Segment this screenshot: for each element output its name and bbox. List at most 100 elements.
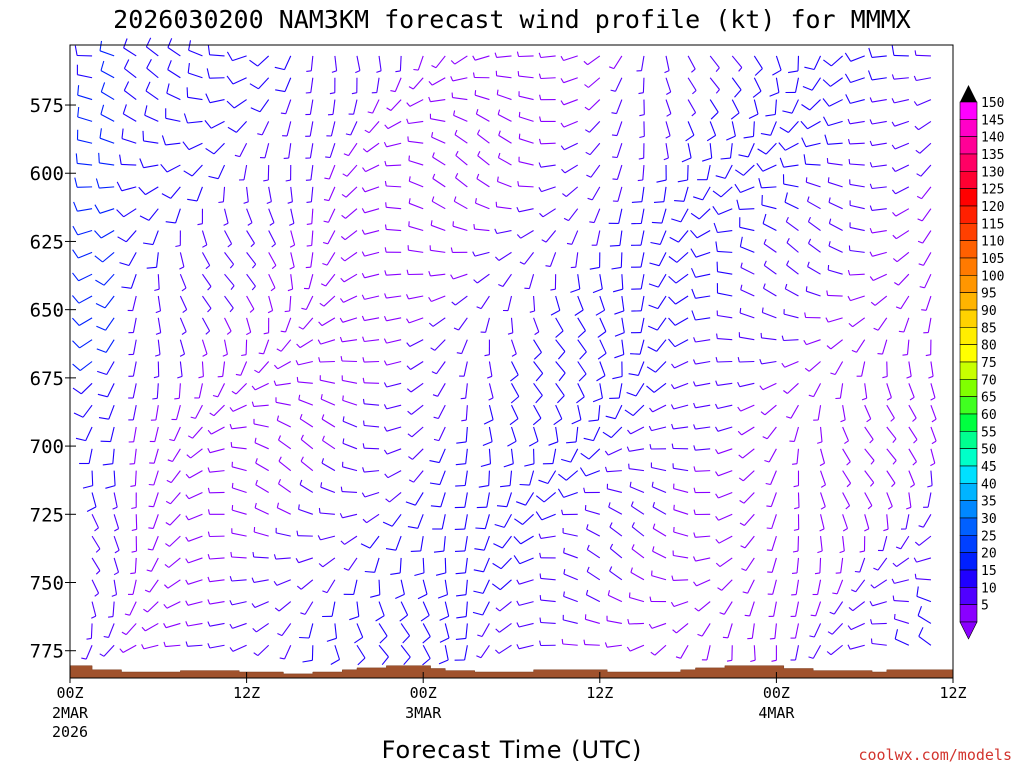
wind-barb-flag — [198, 375, 204, 379]
wind-barb-flag — [583, 487, 586, 493]
wind-barb-shaft — [894, 99, 909, 104]
wind-barb-flag — [103, 635, 109, 638]
wind-barb-flag — [472, 251, 476, 257]
wind-barb-flag — [207, 487, 211, 493]
wind-barb-shaft — [729, 143, 733, 159]
wind-barb-flag — [298, 394, 301, 400]
wind-barb-shaft — [461, 339, 468, 354]
wind-barb-flag — [405, 501, 416, 506]
wind-barb-shaft — [300, 579, 314, 590]
wind-barb-shaft — [334, 55, 338, 71]
wind-barb-flag — [277, 435, 282, 441]
wind-barb-shaft — [774, 623, 777, 639]
wind-barb-shaft — [586, 549, 601, 559]
wind-barb-shaft — [673, 601, 689, 608]
colorbar-label: 85 — [981, 321, 997, 336]
wind-barb-flag — [456, 441, 467, 444]
wind-barb-flag — [175, 244, 181, 248]
wind-barb-flag — [693, 487, 696, 493]
wind-barb-shaft — [246, 230, 255, 244]
wind-barb-flag — [626, 646, 631, 652]
wind-barb-shaft — [586, 528, 601, 537]
wind-barb-flag — [340, 356, 343, 362]
wind-barb-shaft — [153, 492, 159, 507]
wind-barb-shaft — [224, 273, 235, 287]
wind-barb-shaft — [680, 644, 689, 659]
wind-barb-flag — [614, 310, 625, 315]
wind-barb-shaft — [794, 77, 800, 93]
wind-barb-flag — [386, 107, 392, 111]
wind-barb-shaft — [408, 160, 424, 166]
wind-barb-flag — [390, 90, 396, 93]
wind-barb-shaft — [165, 622, 181, 629]
wind-barb-flag — [285, 179, 291, 182]
wind-barb-shaft — [188, 72, 203, 79]
wind-barb-shaft — [165, 644, 181, 648]
wind-barb-flag — [566, 441, 577, 444]
wind-barb-shaft — [541, 186, 556, 193]
wind-barb-shaft — [134, 557, 137, 573]
wind-barb-flag — [561, 509, 564, 515]
wind-barb-flag — [716, 333, 718, 339]
wind-barb-flag — [402, 635, 410, 644]
wind-barb-shaft — [409, 339, 424, 347]
wind-barb-flag — [609, 244, 620, 247]
wind-barb-shaft — [167, 47, 181, 57]
wind-barb-shaft — [787, 382, 799, 394]
wind-barb-shaft — [631, 505, 645, 515]
wind-barb-flag — [95, 279, 105, 286]
wind-barb-shaft — [577, 295, 584, 311]
wind-barb-shaft — [873, 579, 888, 589]
wind-barb-flag — [648, 623, 653, 629]
wind-barb-flag — [840, 419, 846, 423]
wind-barb-shaft — [831, 623, 844, 635]
wind-barb-shaft — [91, 557, 101, 571]
colorbar-swatch — [959, 534, 978, 553]
wind-barb-flag — [255, 479, 258, 485]
wind-barb-flag — [383, 449, 388, 455]
wind-barb-flag — [692, 90, 697, 95]
wind-barb-shaft — [342, 317, 358, 323]
colorbar-swatch — [959, 240, 978, 259]
wind-barb-shaft — [231, 446, 247, 450]
wind-barb-shaft — [564, 164, 579, 174]
wind-barb-shaft — [640, 295, 645, 311]
wind-barb-flag — [671, 575, 674, 581]
wind-barb-shaft — [796, 557, 800, 573]
wind-barb-shaft — [563, 142, 578, 151]
wind-barb-flag — [666, 113, 672, 117]
wind-barb-flag — [477, 129, 481, 135]
wind-barb-shaft — [886, 404, 895, 419]
wind-barb-shaft — [390, 99, 402, 111]
wind-barb-flag — [912, 461, 917, 466]
wind-barb-flag — [670, 384, 675, 389]
wind-barb-flag — [793, 528, 799, 531]
wind-barb-shaft — [864, 426, 874, 440]
wind-barb-shaft — [484, 514, 490, 529]
colorbar-swatch — [959, 361, 978, 380]
wind-barb-shaft — [872, 273, 888, 281]
wind-barb-shaft — [257, 55, 270, 67]
wind-barb-flag — [561, 168, 566, 174]
wind-barb-shaft — [253, 556, 269, 559]
wind-barb-shaft — [113, 535, 120, 551]
wind-barb-flag — [892, 460, 897, 465]
wind-barb-flag — [800, 120, 808, 130]
wind-barb-flag — [844, 52, 852, 62]
wind-barb-flag — [538, 533, 542, 539]
wind-barb-shaft — [706, 164, 711, 180]
wind-barb-shaft — [771, 514, 777, 529]
wind-barb-flag — [653, 201, 664, 203]
wind-barb-shaft — [783, 313, 799, 319]
wind-barb-flag — [763, 260, 767, 266]
wind-barb-flag — [690, 212, 700, 220]
wind-barb-flag — [474, 548, 485, 551]
wind-barb-shaft — [344, 230, 358, 241]
wind-barb-flag — [927, 485, 933, 488]
wind-barb-flag — [801, 137, 807, 147]
wind-barb-flag — [691, 310, 696, 321]
colorbar-swatch — [959, 430, 978, 449]
wind-barb-shaft — [190, 448, 203, 459]
wind-barb-shaft — [761, 204, 777, 210]
x-tick-label: 00Z — [410, 684, 437, 702]
